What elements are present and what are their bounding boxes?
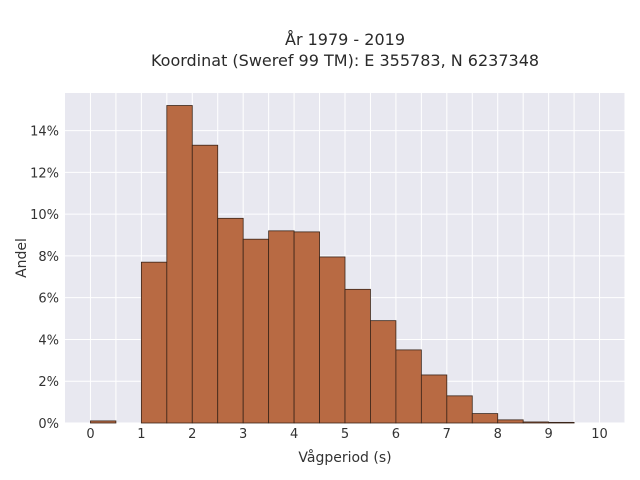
histogram-bar xyxy=(548,421,575,424)
x-tick-label: 6 xyxy=(392,427,400,442)
x-tick-label: 9 xyxy=(544,427,552,442)
x-axis-ticks: 0 1 2 3 4 5 6 7 8 9 10 xyxy=(86,427,608,442)
y-tick-label: 10% xyxy=(30,208,59,223)
histogram-bar xyxy=(217,217,244,424)
chart-title-line1: År 1979 - 2019 xyxy=(285,30,405,49)
histogram-bar xyxy=(268,230,295,424)
x-tick-label: 5 xyxy=(341,427,349,442)
y-tick-label: 14% xyxy=(30,125,59,140)
histogram-bar xyxy=(370,320,397,424)
x-axis-label: Vågperiod (s) xyxy=(298,449,391,466)
y-tick-label: 12% xyxy=(30,166,59,181)
x-tick-label: 2 xyxy=(188,427,196,442)
y-axis-ticks: 0% 2% 4% 6% 8% 10% 12% 14% xyxy=(30,125,59,432)
x-tick-label: 10 xyxy=(591,427,608,442)
histogram-bar xyxy=(395,349,422,424)
x-tick-label: 0 xyxy=(86,427,94,442)
bars xyxy=(90,105,575,424)
histogram-bar xyxy=(344,288,371,424)
histogram-bar xyxy=(420,374,448,424)
x-tick-label: 8 xyxy=(494,427,502,442)
histogram-bar xyxy=(191,144,219,424)
histogram-bar xyxy=(90,420,117,424)
x-tick-label: 4 xyxy=(290,427,298,442)
y-tick-label: 6% xyxy=(38,292,59,307)
y-axis-label: Andel xyxy=(14,238,30,278)
y-tick-label: 2% xyxy=(38,375,59,390)
x-tick-label: 1 xyxy=(137,427,145,442)
histogram-bar xyxy=(242,238,270,424)
histogram-bar xyxy=(497,419,524,424)
y-tick-label: 4% xyxy=(38,333,59,348)
y-tick-label: 0% xyxy=(38,417,59,432)
histogram-bar xyxy=(319,256,346,424)
histogram-bar xyxy=(446,395,473,424)
x-tick-label: 7 xyxy=(443,427,451,442)
y-tick-label: 8% xyxy=(38,250,59,265)
histogram-bar xyxy=(293,231,320,424)
histogram-bar xyxy=(166,105,193,424)
histogram-bar xyxy=(140,261,168,424)
histogram-bar xyxy=(522,421,550,424)
chart-title-line2: Koordinat (Sweref 99 TM): E 355783, N 62… xyxy=(151,51,539,70)
x-tick-label: 3 xyxy=(239,427,247,442)
histogram-bar xyxy=(471,413,499,424)
